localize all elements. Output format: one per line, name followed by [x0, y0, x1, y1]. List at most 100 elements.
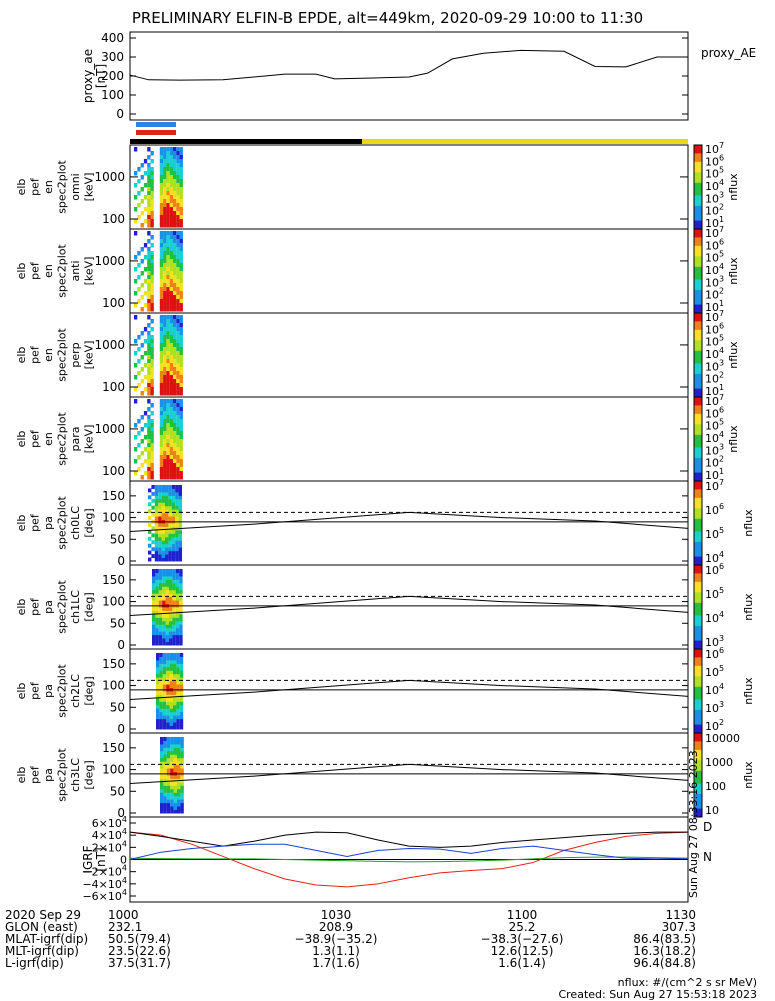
energy-pixel: [173, 279, 177, 284]
pitch-pixel: [158, 620, 163, 625]
pitch-pixel: [155, 641, 159, 646]
pitch-pixel: [169, 670, 173, 675]
colorbar-cell: [694, 659, 702, 663]
energy-pixel: [169, 255, 173, 260]
energy-pixel: [159, 207, 164, 212]
pitch-pixel: [166, 722, 170, 727]
energy-tick-label: 100: [102, 464, 125, 478]
energy-pixel: [163, 283, 167, 288]
energy-pixel: [166, 423, 170, 428]
colorbar-cell: [694, 703, 702, 707]
pitch-pixel: [161, 498, 165, 503]
pitch-pixel: [179, 620, 183, 625]
colorbar-cell: [694, 724, 702, 728]
colorbar-tick-label: 103: [705, 358, 724, 373]
energy-pixel: [166, 275, 170, 280]
colorbar-cell: [694, 598, 702, 602]
pitch-pixel: [155, 610, 159, 615]
energy-pixel: [140, 163, 144, 168]
pitch-pixel: [172, 620, 176, 625]
pitch-pixel: [180, 802, 184, 807]
pitch-pixel: [166, 740, 171, 745]
pitch-pixel: [168, 505, 172, 510]
energy-pixel: [163, 295, 167, 300]
energy-pixel: [140, 367, 144, 372]
colorbar-label: nflux: [742, 593, 755, 621]
colorbar-tick-label: 102: [705, 287, 724, 302]
energy-pixel: [179, 415, 183, 420]
pitch-pixel: [166, 652, 170, 657]
energy-pixel: [150, 419, 154, 424]
energy-pixel: [179, 147, 183, 152]
energy-pixel: [163, 219, 167, 224]
energy-pixel: [159, 471, 164, 476]
colorbar-cell: [694, 537, 702, 541]
energy-pixel: [169, 163, 173, 168]
energy-pixel: [176, 147, 180, 152]
pitch-pixel: [173, 750, 177, 755]
pitch-pixel: [158, 641, 163, 646]
pitch-pixel: [163, 781, 167, 786]
pitch-pixel: [161, 516, 165, 521]
energy-pixel: [176, 407, 180, 412]
energy-pixel: [173, 387, 177, 392]
energy-pixel: [150, 371, 154, 376]
energy-pixel: [169, 275, 173, 280]
pitch-pixel: [175, 638, 180, 643]
energy-pixel: [140, 175, 144, 180]
energy-pixel: [169, 463, 173, 468]
energy-pixel: [140, 463, 144, 468]
colorbar-cell: [694, 611, 702, 614]
colorbar-cell: [694, 579, 702, 583]
pitch-pixel: [170, 757, 174, 762]
pitch-pixel: [162, 718, 167, 723]
pitch-pixel: [165, 579, 169, 584]
colorbar-cell: [694, 422, 702, 425]
energy-pixel: [173, 475, 177, 480]
energy-pixel: [176, 391, 180, 396]
colorbar-cell: [694, 602, 702, 606]
pitch-pixel: [172, 589, 176, 594]
colorbar-cell: [694, 300, 702, 303]
pitch-pixel: [161, 547, 165, 552]
energy-pixel: [159, 367, 164, 372]
energy-pixel: [159, 463, 164, 468]
energy-pixel: [147, 335, 151, 340]
pitch-pixel: [179, 638, 183, 643]
pitch-pixel: [175, 554, 179, 559]
pitch-pixel: [154, 512, 159, 517]
energy-pixel: [173, 175, 177, 180]
pitch-pixel: [178, 533, 182, 538]
pitch-pixel: [175, 631, 180, 636]
energy-pixel: [163, 159, 167, 164]
pitch-tick-label: 150: [102, 573, 125, 587]
energy-pixel: [134, 471, 138, 476]
pitch-pixel: [172, 627, 176, 632]
pitch-pixel: [166, 684, 170, 689]
energy-pixel: [176, 383, 180, 388]
pitch-pixel: [156, 673, 160, 678]
pitch-pixel: [151, 547, 155, 552]
pitch-pixel: [165, 624, 169, 629]
colorbar-cell: [694, 195, 702, 198]
energy-pixel: [179, 411, 183, 416]
energy-pixel: [147, 387, 151, 392]
colorbar-cell: [694, 231, 702, 234]
pitch-pixel: [171, 533, 176, 538]
energy-pixel: [147, 199, 151, 204]
pitch-pixel: [160, 743, 164, 748]
colorbar-cell: [694, 632, 702, 635]
energy-pixel: [176, 271, 180, 276]
energy-pixel: [173, 239, 177, 244]
pitch-pixel: [168, 491, 172, 496]
pitch-pixel: [154, 498, 159, 503]
colorbar-cell: [694, 222, 702, 226]
energy-pixel: [176, 235, 180, 240]
energy-pixel: [140, 307, 144, 312]
pitch-pixel: [179, 586, 183, 591]
pitch-pixel: [154, 557, 159, 562]
energy-pixel: [166, 299, 170, 304]
pitch-ylabel-line: elb: [15, 683, 28, 700]
pitch-pixel: [178, 502, 182, 507]
